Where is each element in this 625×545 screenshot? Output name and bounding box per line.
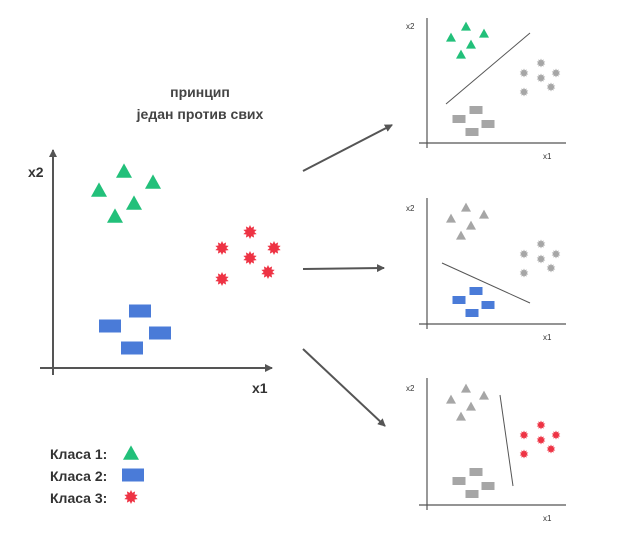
panel1-separator (445, 32, 531, 105)
class2-point (129, 304, 151, 318)
panel3-class1-point (466, 401, 476, 411)
panel2-class2-point (469, 287, 483, 295)
panel3-y-label: x2 (406, 384, 415, 393)
panel1-class1-point (446, 32, 456, 42)
panel1-class3-point (546, 82, 556, 92)
panel2-class1-point (466, 220, 476, 230)
panel2-class3-point (536, 239, 546, 249)
class1-point (145, 174, 161, 189)
panel1-class2-point (469, 106, 483, 114)
panel2-class2-point (465, 309, 479, 317)
panel3-class2-point (452, 477, 466, 485)
class1-point (91, 182, 107, 197)
panel1-class1-point (479, 28, 489, 38)
class3-point (243, 251, 257, 265)
panel3-x-label: x1 (543, 514, 552, 523)
legend-class2-label: Класа 2: (50, 468, 108, 484)
panel2-class2-point (481, 301, 495, 309)
panel1-class2-point (452, 115, 466, 123)
panel2-class3-point (546, 263, 556, 273)
panel1-class3-point (536, 58, 546, 68)
panel3-separator (499, 394, 514, 487)
panel3-class1-point (461, 383, 471, 393)
panel1-class2-point (481, 120, 495, 128)
legend-class1-label: Класа 1: (50, 446, 108, 462)
class1-point (126, 195, 142, 210)
panel3-class3-point (546, 444, 556, 454)
panel3-class1-point (479, 390, 489, 400)
panel1-class3-point (551, 68, 561, 78)
class1-point (107, 208, 123, 223)
arrow-to-panel-1 (302, 124, 393, 172)
class3-point (261, 265, 275, 279)
panel3-class1-point (446, 394, 456, 404)
class3-point (267, 241, 281, 255)
panel2-class1-point (456, 230, 466, 240)
panel3-class3-point (519, 449, 529, 459)
panel3-class2-point (481, 482, 495, 490)
panel1-class3-point (519, 68, 529, 78)
panel1-class1-point (461, 21, 471, 31)
panel1-class3-point (536, 73, 546, 83)
panel1-class1-point (466, 39, 476, 49)
class3-point (243, 225, 257, 239)
panel2-class2-point (452, 296, 466, 304)
panel3-class3-point (551, 430, 561, 440)
arrow-to-panel-3 (302, 348, 386, 427)
panel2-class3-point (519, 249, 529, 259)
panel3-class2-point (465, 490, 479, 498)
class1-point (116, 163, 132, 178)
class2-point (149, 326, 171, 340)
panel2-class1-point (461, 202, 471, 212)
panel1-x-label: x1 (543, 152, 552, 161)
class2-point (99, 319, 121, 333)
main-y-label: x2 (28, 164, 44, 180)
panel1-class2-point (465, 128, 479, 136)
class2-point (121, 341, 143, 355)
panel2-x-label: x1 (543, 333, 552, 342)
panel3-class1-point (456, 411, 466, 421)
panel2-class1-point (479, 209, 489, 219)
legend-triangle-icon (123, 445, 139, 460)
title-line-1: принцип (170, 84, 230, 100)
panel2-y-label: x2 (406, 204, 415, 213)
class3-point (215, 272, 229, 286)
panel3-class3-point (519, 430, 529, 440)
panel2-class1-point (446, 213, 456, 223)
main-x-label: x1 (252, 380, 268, 396)
panel1-y-label: x2 (406, 22, 415, 31)
class3-point (215, 241, 229, 255)
panel2-separator (441, 262, 531, 304)
panel1-class3-point (519, 87, 529, 97)
legend-class3-label: Класа 3: (50, 490, 108, 506)
title-line-2: један против свих (136, 106, 264, 122)
legend-star-icon (124, 490, 138, 504)
panel3-class3-point (536, 435, 546, 445)
panel2-class3-point (519, 268, 529, 278)
legend-rectangle-icon (122, 468, 144, 482)
panel2-class3-point (551, 249, 561, 259)
panel2-class3-point (536, 254, 546, 264)
panel3-class3-point (536, 420, 546, 430)
panel1-class1-point (456, 49, 466, 59)
panel3-class2-point (469, 468, 483, 476)
arrow-to-panel-2 (302, 264, 385, 273)
